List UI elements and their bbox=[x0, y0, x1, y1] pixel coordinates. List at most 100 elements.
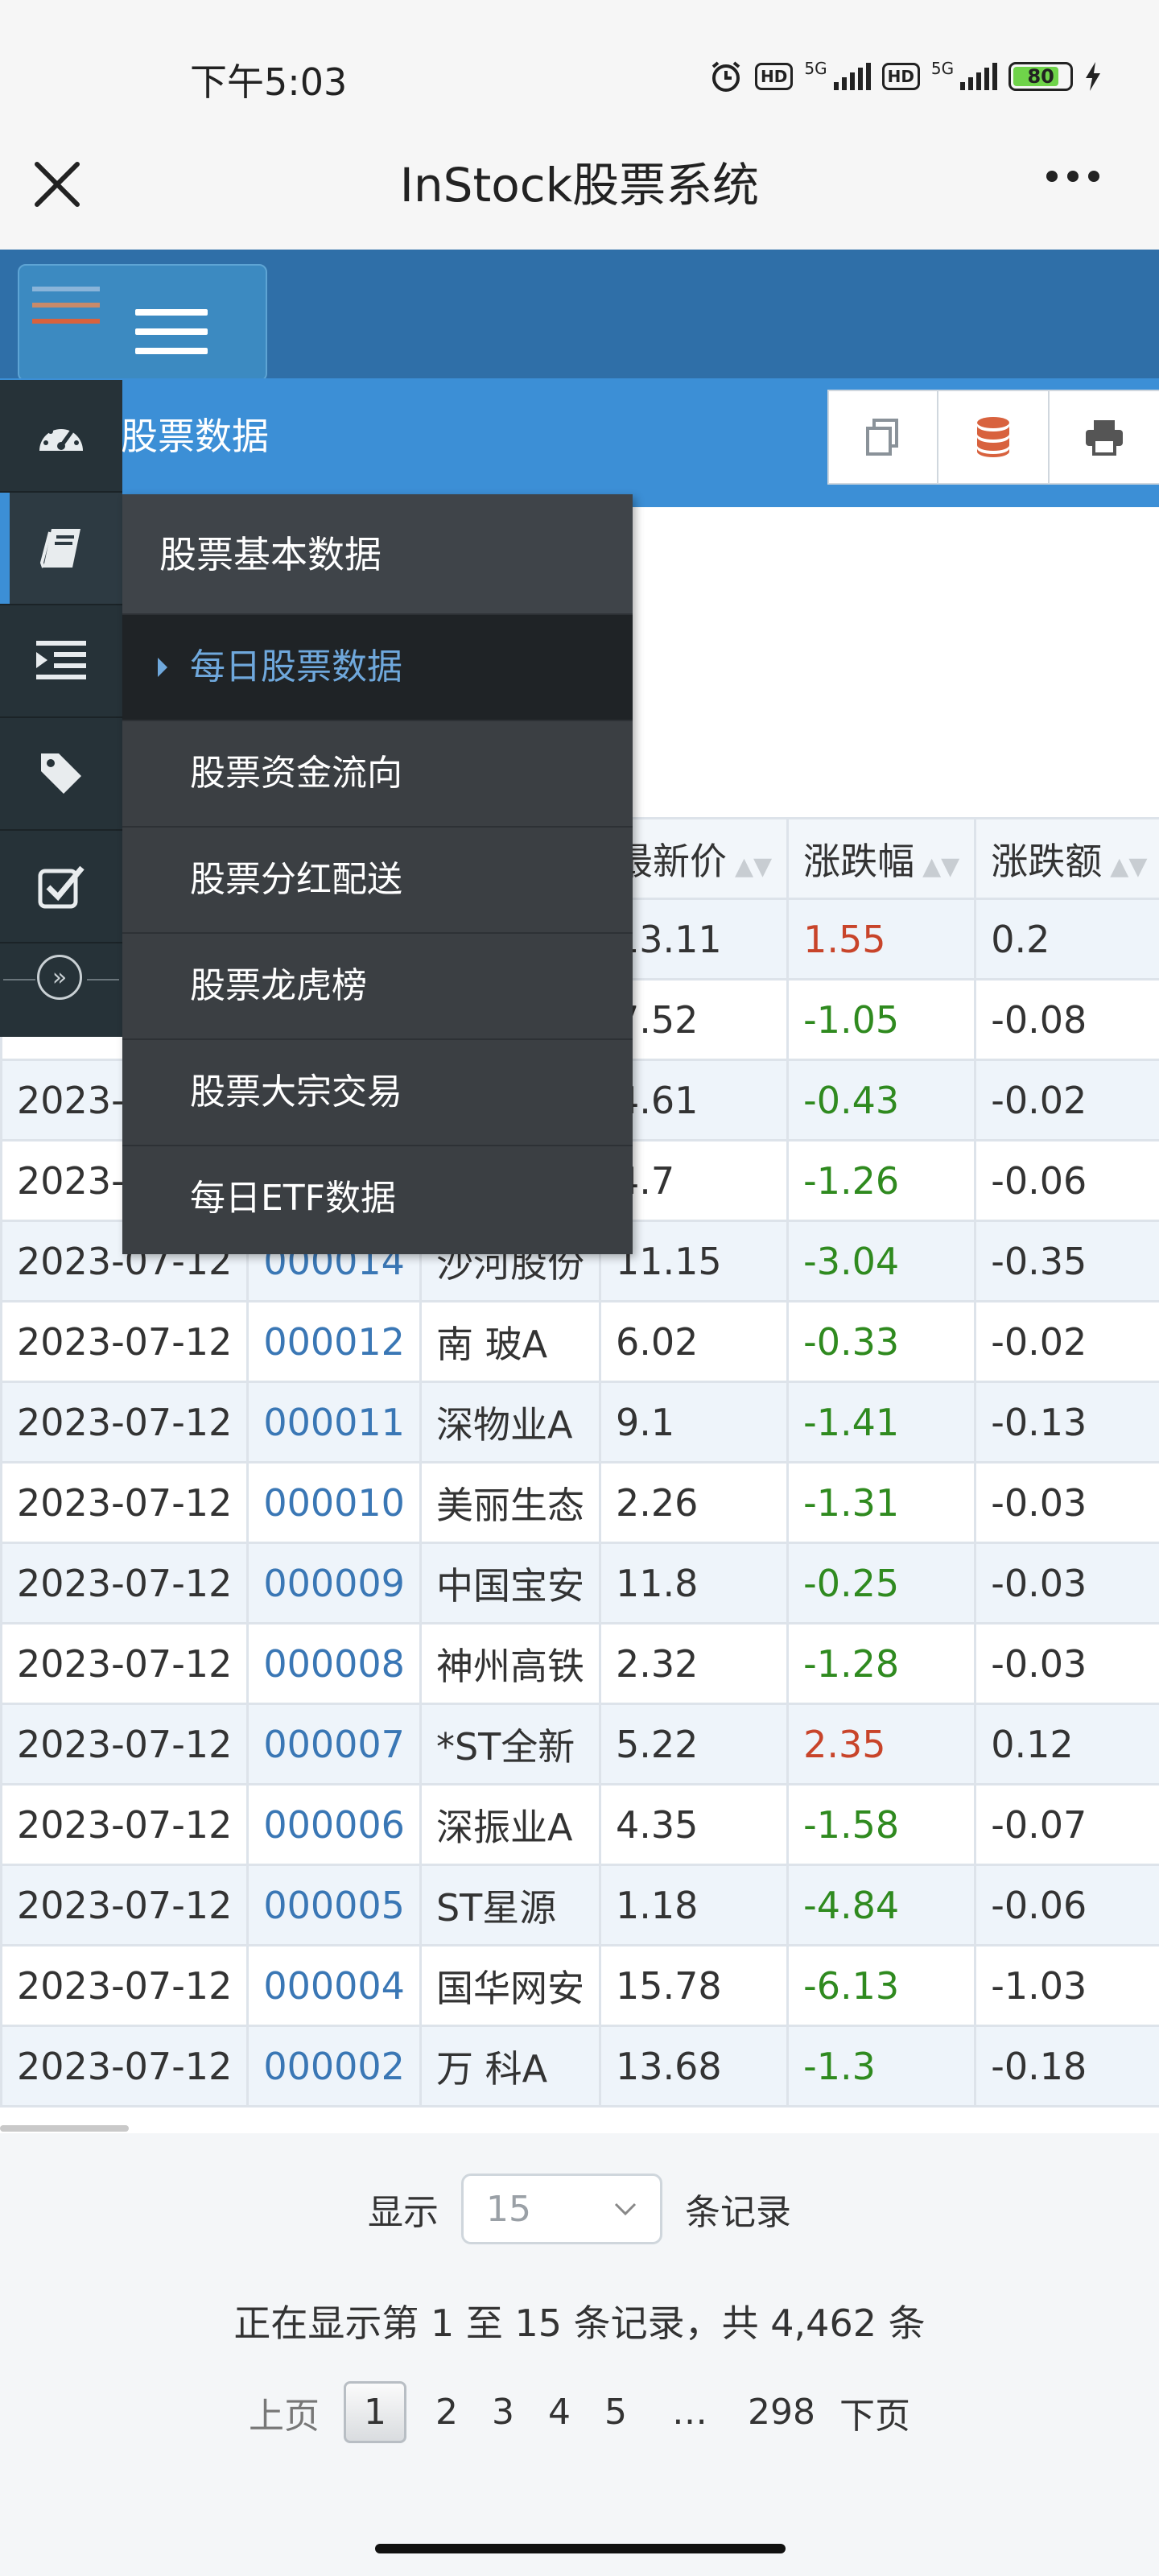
cell-change-pct: -4.84 bbox=[786, 1864, 977, 1946]
cell-price: 1.18 bbox=[598, 1864, 790, 1946]
double-chevron-right-icon[interactable]: » bbox=[37, 955, 82, 1000]
sidebar-item-tags[interactable] bbox=[0, 718, 122, 831]
cell-date: 2023-07-12 bbox=[0, 1381, 250, 1463]
submenu-item-daily-stock[interactable]: 每日股票数据 bbox=[122, 615, 633, 721]
cell-code[interactable]: 000012 bbox=[246, 1300, 422, 1383]
page-button-3[interactable]: 3 bbox=[492, 2392, 514, 2433]
page-button-1[interactable]: 1 bbox=[344, 2381, 406, 2443]
stock-data-submenu: 股票基本数据 每日股票数据 股票资金流向 股票分红配送 股票龙虎榜 股票大宗交易… bbox=[122, 494, 633, 1254]
horizontal-scrollbar[interactable] bbox=[0, 2125, 129, 2132]
cell-name: 南 玻A bbox=[419, 1300, 601, 1383]
cell-change-amt: -0.07 bbox=[974, 1783, 1159, 1866]
hd-badge-2: HD bbox=[881, 63, 920, 90]
cell-price: 4.35 bbox=[598, 1783, 790, 1866]
table-toolbar bbox=[827, 390, 1159, 485]
table-row: 2023-07-12 000009 中国宝安 11.8 -0.25 -0.03 bbox=[0, 1542, 1159, 1624]
print-button[interactable] bbox=[1050, 390, 1159, 485]
cell-name: 神州高铁 bbox=[419, 1622, 601, 1705]
cell-code[interactable]: 000008 bbox=[246, 1622, 422, 1705]
sidebar-expand-row: » bbox=[0, 943, 122, 1016]
database-icon bbox=[977, 417, 1009, 457]
cell-change-pct: 2.35 bbox=[786, 1703, 977, 1785]
sort-icon: ▲▼ bbox=[1110, 852, 1148, 881]
page-button-4[interactable]: 4 bbox=[548, 2392, 571, 2433]
cell-name: 中国宝安 bbox=[419, 1542, 601, 1624]
alarm-icon bbox=[711, 61, 740, 92]
cell-code[interactable]: 000005 bbox=[246, 1864, 422, 1946]
more-options-icon[interactable] bbox=[1046, 171, 1099, 182]
cell-change-pct: -1.3 bbox=[786, 2025, 977, 2107]
cell-change-pct: -3.04 bbox=[786, 1220, 977, 1302]
tag-icon bbox=[41, 753, 81, 794]
cell-date: 2023-07-12 bbox=[0, 1944, 250, 2027]
submenu-item-top-list[interactable]: 股票龙虎榜 bbox=[122, 934, 633, 1040]
cell-code[interactable]: 000010 bbox=[246, 1461, 422, 1544]
prev-page-button[interactable]: 上页 bbox=[249, 2395, 320, 2437]
cell-change-pct: -1.41 bbox=[786, 1381, 977, 1463]
page-size-select[interactable]: 15 bbox=[461, 2174, 662, 2244]
cell-change-pct: -1.28 bbox=[786, 1622, 977, 1705]
sidebar-item-stock-data[interactable] bbox=[0, 493, 138, 605]
cell-date: 2023-07-12 bbox=[0, 1703, 250, 1785]
table-row: 2023-07-12 000006 深振业A 4.35 -1.58 -0.07 bbox=[0, 1783, 1159, 1866]
cell-price: 9.1 bbox=[598, 1381, 790, 1463]
header-label: 最新价 bbox=[615, 839, 727, 883]
sidebar-item-tasks[interactable] bbox=[0, 831, 122, 943]
page-button-5[interactable]: 5 bbox=[604, 2392, 627, 2433]
app-title: InStock股票系统 bbox=[399, 158, 760, 213]
submenu-item-label: 股票分红配送 bbox=[190, 859, 402, 900]
cell-code[interactable]: 000002 bbox=[246, 2025, 422, 2107]
caret-right-icon bbox=[158, 658, 167, 677]
network-type-2: 5G bbox=[930, 59, 955, 78]
header-label: 涨跌额 bbox=[991, 839, 1103, 883]
cell-date: 2023-07-12 bbox=[0, 1300, 250, 1383]
cell-code[interactable]: 000006 bbox=[246, 1783, 422, 1866]
cell-date: 2023-07-12 bbox=[0, 1542, 250, 1624]
sidebar: » bbox=[0, 380, 138, 1037]
close-icon[interactable] bbox=[29, 156, 85, 213]
table-row: 2023-07-12 000012 南 玻A 6.02 -0.33 -0.02 bbox=[0, 1300, 1159, 1383]
next-page-button[interactable]: 下页 bbox=[839, 2395, 910, 2437]
submenu-item-fund-flow[interactable]: 股票资金流向 bbox=[122, 721, 633, 828]
cell-change-amt: -0.06 bbox=[974, 1864, 1159, 1946]
cell-change-pct: -1.05 bbox=[786, 978, 977, 1061]
checkbox-icon bbox=[38, 865, 85, 909]
hamburger-icon[interactable] bbox=[135, 309, 208, 367]
cell-price: 6.02 bbox=[598, 1300, 790, 1383]
submenu-item-block-trade[interactable]: 股票大宗交易 bbox=[122, 1040, 633, 1146]
cell-code[interactable]: 000004 bbox=[246, 1944, 422, 2027]
submenu-item-dividend[interactable]: 股票分红配送 bbox=[122, 828, 633, 934]
cell-price: 2.26 bbox=[598, 1461, 790, 1544]
column-header-change-pct[interactable]: 涨跌幅 ▲▼ bbox=[786, 817, 977, 900]
sidebar-item-dashboard[interactable] bbox=[0, 380, 122, 493]
cell-name: 美丽生态 bbox=[419, 1461, 601, 1544]
page-button-last[interactable]: 298 bbox=[748, 2392, 815, 2433]
home-indicator[interactable] bbox=[375, 2544, 786, 2553]
cell-price: 2.32 bbox=[598, 1622, 790, 1705]
copy-button[interactable] bbox=[827, 390, 938, 485]
panel-title: 股票数据 bbox=[121, 415, 269, 458]
cell-code[interactable]: 000009 bbox=[246, 1542, 422, 1624]
cell-price: 15.78 bbox=[598, 1944, 790, 2027]
cell-date: 2023-07-12 bbox=[0, 1461, 250, 1544]
book-icon bbox=[39, 529, 80, 568]
export-button[interactable] bbox=[938, 390, 1050, 485]
battery-icon: 80 bbox=[1008, 62, 1074, 91]
battery-level: 80 bbox=[1027, 65, 1054, 88]
cell-code[interactable]: 000007 bbox=[246, 1703, 422, 1785]
submenu-item-etf[interactable]: 每日ETF数据 bbox=[122, 1146, 633, 1253]
charging-bolt-icon bbox=[1086, 62, 1101, 91]
table-row: 2023-07-12 000008 神州高铁 2.32 -1.28 -0.03 bbox=[0, 1622, 1159, 1705]
signal-icon bbox=[833, 63, 871, 90]
cell-change-amt: 0.2 bbox=[974, 898, 1159, 980]
sidebar-item-indicators[interactable] bbox=[0, 605, 122, 718]
cell-code[interactable]: 000011 bbox=[246, 1381, 422, 1463]
column-header-change-amt[interactable]: 涨跌额 ▲▼ bbox=[974, 817, 1159, 900]
cell-date: 2023-07-12 bbox=[0, 1783, 250, 1866]
page-button-2[interactable]: 2 bbox=[435, 2392, 458, 2433]
cell-change-pct: -1.31 bbox=[786, 1461, 977, 1544]
cell-price: 13.68 bbox=[598, 2025, 790, 2107]
page-size-suffix: 条记录 bbox=[685, 2192, 791, 2233]
status-bar bbox=[0, 0, 1159, 129]
status-time: 下午5:03 bbox=[190, 60, 348, 104]
